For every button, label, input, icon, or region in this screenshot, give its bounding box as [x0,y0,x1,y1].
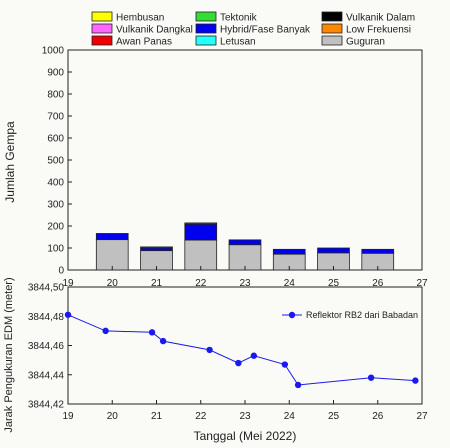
legend-label-reflektor: Reflektor RB2 dari Babadan [306,310,418,320]
x-axis-label: Tanggal (Mei 2022) [194,429,297,443]
y-tick-label: 3844,48 [28,312,65,323]
legend-label: Letusan [220,37,256,48]
y-tick-label: 300 [47,200,64,211]
x-tick-label: 25 [328,278,340,289]
legend-label: Vulkanik Dangkal [116,25,193,36]
x-tick-label: 24 [284,278,296,289]
series-line [67,314,416,386]
bar-segment [140,246,173,249]
bottom-y-axis-label: Jarak Pengukuran EDM (meter) [3,277,15,432]
legend-swatch [321,35,343,46]
legend-label: Low Frekuensi [346,25,411,36]
y-tick-label: 0 [58,266,64,277]
bar-segment [95,233,129,241]
x-tick-label: 22 [195,278,207,289]
y-tick-label: 100 [47,244,64,255]
x-tick-label: 20 [107,411,119,422]
top-y-axis-label: Jumlah Gempa [3,121,17,203]
x-tick-label: 27 [416,411,428,422]
data-point [412,377,419,384]
data-point [102,327,109,335]
x-tick-label: 26 [372,411,384,422]
legend-label: Hembusan [116,13,164,24]
x-tick-label: 21 [151,411,163,422]
bar-segment [361,248,395,254]
bar-segment [184,222,218,225]
bottom-axes: 3844,42 3844,44 3844,46 3844,48 3844,50 19 20 2… [28,283,428,423]
bar-segment [95,239,129,271]
legend-marker [288,311,296,319]
legend-swatch [321,11,343,22]
y-tick-label: 3844,42 [28,400,65,411]
edm-series [64,311,419,389]
y-tick-label: 3844,46 [28,341,65,352]
data-point [159,337,167,345]
y-tick-label: 700 [47,112,64,123]
earthquake-count-chart: Hembusan Tektonik Vulkanik Dalam Vulkanik D… [3,11,428,290]
y-tick-label: 500 [47,156,64,167]
x-tick-label: 20 [107,278,119,289]
x-tick-label: 19 [62,411,74,422]
bar-segment [184,223,218,241]
legend-swatch [195,11,217,22]
y-tick-label: 3844,50 [28,283,65,294]
x-tick-label: 21 [151,278,163,289]
bar-segment [184,239,218,271]
bar-segment [272,248,306,255]
legend-label: Tektonik [220,13,258,24]
legend-label: Guguran [346,37,385,48]
data-point [235,359,242,367]
x-tick-label: 25 [328,411,340,422]
bar-segment [228,239,262,246]
bars [95,222,395,271]
data-point [250,352,258,359]
legend-swatch [321,23,343,34]
legend-label: Vulkanik Dalam [346,13,415,24]
y-tick-label: 800 [47,90,64,101]
legend-swatch [91,35,113,46]
x-tick-label: 22 [195,411,207,422]
x-tick-label: 19 [62,278,74,289]
bottom-plot-frame [67,286,423,405]
data-point [281,361,289,368]
legend: Hembusan Tektonik Vulkanik Dalam Vulkanik D… [91,11,415,48]
y-tick-label: 3844,44 [28,370,65,381]
x-tick-label: 26 [372,278,384,289]
bottom-legend: Reflektor RB2 dari Babadan [282,310,418,320]
data-point [206,346,213,354]
data-point [64,311,72,318]
y-tick-label: 1000 [42,46,65,57]
y-tick-label: 400 [47,178,64,189]
x-tick-label: 23 [239,411,251,422]
legend-swatch [91,11,113,22]
legend-swatch [195,35,217,46]
data-point [294,381,302,389]
y-tick-label: 200 [47,222,64,233]
data-point [367,374,375,381]
legend-swatch [91,23,113,34]
y-tick-label: 900 [47,68,64,79]
top-axes: 0 100 200 300 400 500 600 700 800 900 1000 19 20 21 22… [42,46,428,290]
x-tick-label: 23 [239,278,251,289]
x-tick-label: 27 [416,278,428,289]
x-tick-label: 24 [284,411,296,422]
legend-label: Awan Panas [116,37,172,48]
legend-swatch [195,23,217,34]
bar-segment [317,247,350,254]
data-point [148,329,156,336]
legend-label: Hybrid/Fase Banyak [220,25,311,36]
y-tick-label: 600 [47,134,64,145]
